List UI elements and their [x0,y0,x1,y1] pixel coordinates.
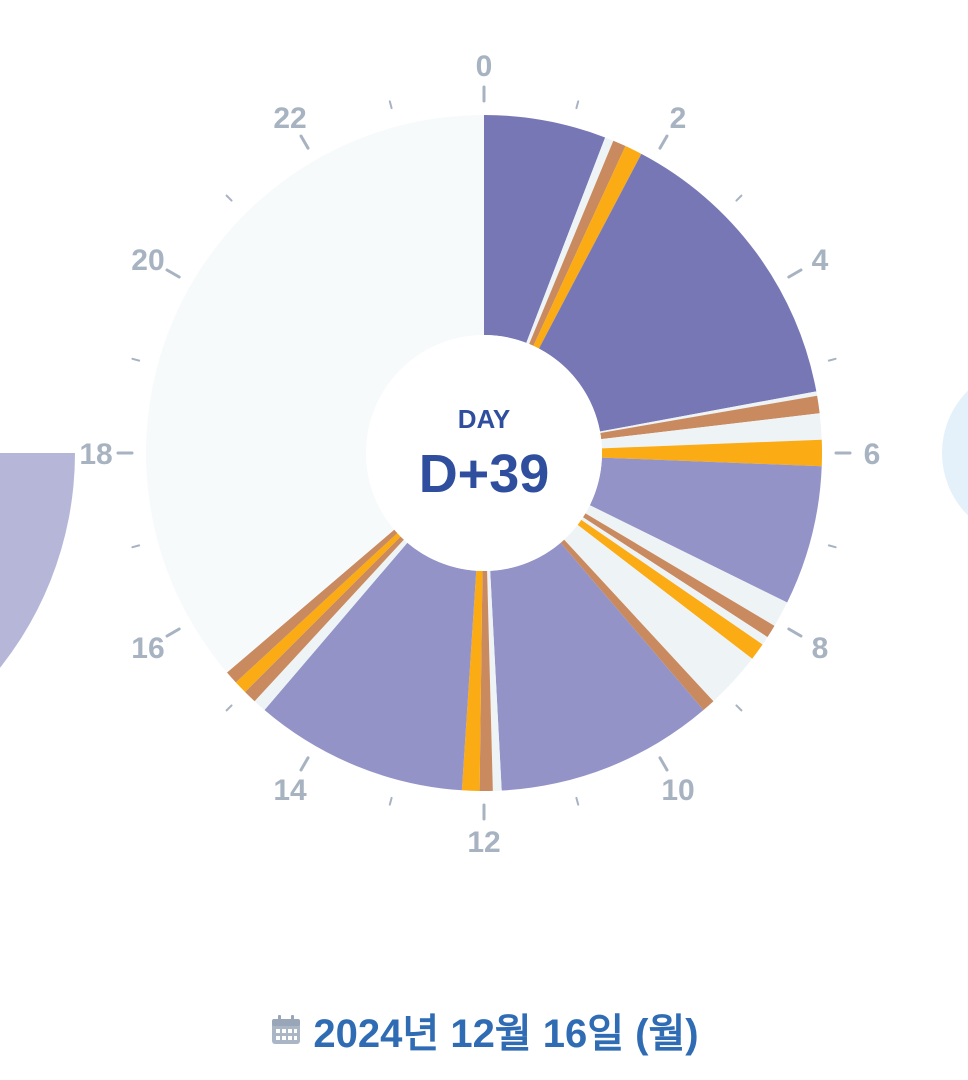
segment-feed[interactable] [601,439,823,467]
segment-sleep[interactable] [484,115,606,343]
day-count: D+39 [419,444,550,504]
hour-label: 18 [79,438,112,471]
hour-label: 0 [476,50,493,83]
hour-tick [165,627,181,638]
hour-tick [575,796,580,806]
segment-feed[interactable] [533,146,642,349]
segment-awake[interactable] [600,391,818,434]
hour-tick [658,134,669,150]
segment-diaper[interactable] [529,140,626,346]
hour-tick [165,268,181,279]
segment-diaper[interactable] [600,395,820,440]
segment-feed[interactable] [461,570,483,791]
segment-awake[interactable] [254,539,408,711]
previous-day-segment [0,453,75,668]
segment-awake[interactable] [526,137,614,344]
segment-feed[interactable] [577,519,763,659]
hour-tick [388,100,393,110]
segment-awake[interactable] [601,413,822,449]
hour-label: 4 [812,244,829,277]
hour-label: 16 [131,632,164,665]
hour-tick [787,627,803,638]
segment-sleep-light[interactable] [589,457,822,603]
hour-label: 14 [273,774,307,807]
segment-feed[interactable] [235,533,401,693]
day-label: DAY [458,404,511,434]
hour-tick [225,194,233,202]
hour-tick [658,756,669,772]
hour-label: 8 [812,632,829,665]
segment-diaper[interactable] [244,536,404,702]
hour-tick [827,357,837,362]
segment-awake[interactable] [487,570,502,791]
segment-sleep-light[interactable] [490,542,704,791]
hour-tick [388,796,393,806]
previous-day-wheel[interactable] [0,453,75,798]
hour-tick [787,268,803,279]
segment-awake[interactable] [581,517,768,645]
calendar-icon [272,1015,301,1044]
hour-tick [827,544,837,549]
segment-diaper[interactable] [582,513,775,638]
hour-label: 12 [467,826,500,859]
segment-awake[interactable] [585,505,788,626]
date-row[interactable]: 2024년 12월 16일 (월) [0,1000,968,1060]
segment-sleep-light[interactable] [264,542,477,791]
hour-label: 10 [661,774,694,807]
segment-diaper[interactable] [560,539,714,711]
hour-tick [575,100,580,110]
day-timeline-wheel[interactable] [146,115,823,791]
hour-labels: 0 2 4 6 8 10 12 14 16 18 20 22 [79,50,880,859]
hour-tick [225,704,233,712]
hour-tick [735,704,743,712]
hour-label: 22 [273,102,306,135]
hour-ticks [116,85,852,821]
hour-label: 6 [864,438,881,471]
segment-diaper[interactable] [479,570,493,791]
hour-tick [131,357,141,362]
segment-empty[interactable] [146,115,484,673]
hour-tick [299,756,310,772]
segment-diaper[interactable] [226,529,398,683]
segment-awake[interactable] [564,524,753,702]
hour-tick [735,194,743,202]
hour-label: 2 [670,102,687,135]
center-disc [366,335,602,571]
next-day-wheel[interactable] [942,365,968,541]
hour-label: 20 [131,244,164,277]
hour-tick [131,544,141,549]
segment-sleep[interactable] [538,153,817,432]
hour-tick [299,134,310,150]
date-label[interactable]: 2024년 12월 16일 (월) [313,1012,699,1056]
